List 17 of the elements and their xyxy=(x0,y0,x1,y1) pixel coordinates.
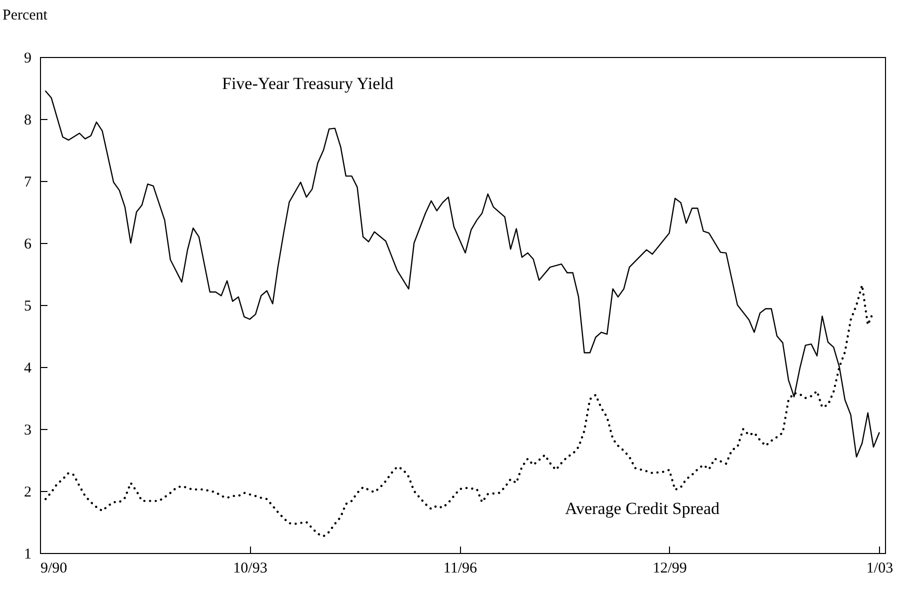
y-axis-title: Percent xyxy=(2,8,48,24)
y-tick-label: 7 xyxy=(24,174,32,190)
series-label: Average Credit Spread xyxy=(565,499,720,518)
y-tick-label: 5 xyxy=(24,298,32,314)
x-tick-label: 9/90 xyxy=(40,560,68,576)
y-tick-label: 9 xyxy=(24,50,32,66)
y-tick-label: 3 xyxy=(24,422,32,438)
text: Five-Year Treasury Yield xyxy=(222,74,394,93)
y-tick-label: 6 xyxy=(24,236,32,252)
x-tick-label: 11/96 xyxy=(443,560,478,576)
x-tick-label: 12/99 xyxy=(652,560,687,576)
x-tick-label: 10/93 xyxy=(233,560,268,576)
y-tick-label: 4 xyxy=(24,360,32,376)
y-tick-label: 8 xyxy=(24,112,32,128)
y-tick-label: 2 xyxy=(24,484,32,500)
x-tick-label: 1/03 xyxy=(866,560,894,576)
y-tick-label: 1 xyxy=(24,546,32,562)
